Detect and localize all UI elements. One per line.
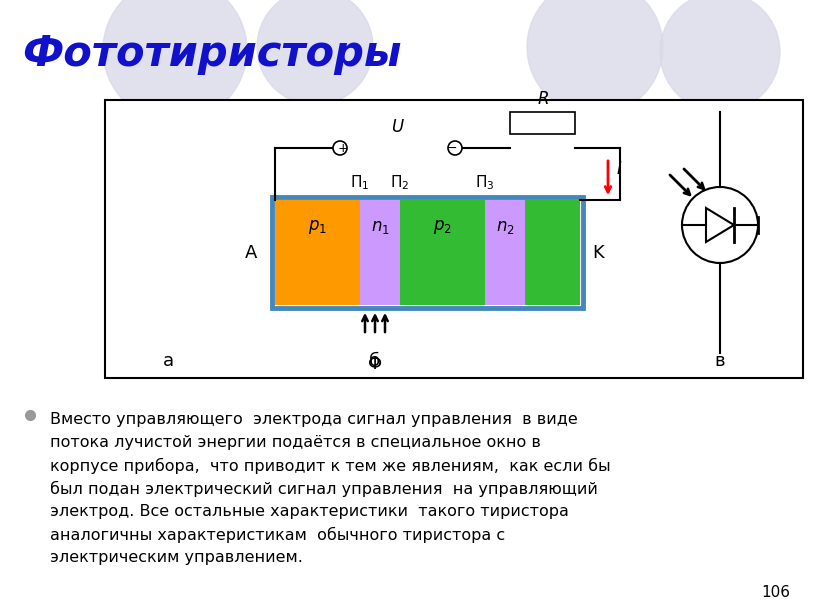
- Text: $n_1$: $n_1$: [370, 218, 389, 236]
- Text: $n_2$: $n_2$: [495, 218, 514, 236]
- Text: электрическим управлением.: электрическим управлением.: [50, 550, 303, 565]
- Text: $R$: $R$: [536, 90, 548, 108]
- Bar: [485, 200, 525, 305]
- Text: Вместо управляющего  электрода сигнал управления  в виде: Вместо управляющего электрода сигнал упр…: [50, 412, 578, 427]
- Text: $\Pi_3$: $\Pi_3$: [475, 173, 494, 192]
- Bar: [525, 200, 580, 305]
- Text: +: +: [338, 142, 348, 154]
- Text: 106: 106: [761, 585, 790, 600]
- Text: корпусе прибора,  что приводит к тем же явлениям,  как если бы: корпусе прибора, что приводит к тем же я…: [50, 458, 610, 474]
- Bar: [105, 100, 803, 378]
- Text: $p_1$: $p_1$: [308, 218, 327, 236]
- Bar: [510, 112, 575, 134]
- Text: $I$: $I$: [616, 160, 623, 178]
- Text: A: A: [245, 243, 257, 262]
- Text: $p_2$: $p_2$: [433, 218, 452, 236]
- Text: −: −: [446, 142, 457, 154]
- Bar: [275, 200, 360, 305]
- Text: а: а: [162, 352, 174, 370]
- Bar: [360, 200, 400, 305]
- Circle shape: [527, 0, 663, 115]
- Circle shape: [448, 141, 462, 155]
- Text: аналогичны характеристикам  обычного тиристора с: аналогичны характеристикам обычного тири…: [50, 527, 505, 543]
- Circle shape: [103, 0, 247, 122]
- Text: $\Phi$: $\Phi$: [367, 355, 383, 373]
- Text: был подан электрический сигнал управления  на управляющий: был подан электрический сигнал управлени…: [50, 481, 598, 497]
- Text: K: K: [592, 243, 604, 262]
- Text: $U$: $U$: [391, 118, 405, 136]
- Text: потока лучистой энергии подаётся в специальное окно в: потока лучистой энергии подаётся в специ…: [50, 435, 541, 450]
- Circle shape: [660, 0, 780, 112]
- Bar: [400, 200, 485, 305]
- Bar: [272, 197, 583, 308]
- Text: $\Pi_2$: $\Pi_2$: [390, 173, 410, 192]
- Text: в: в: [715, 352, 725, 370]
- Text: б: б: [370, 352, 380, 370]
- Circle shape: [333, 141, 347, 155]
- Text: $\Pi_1$: $\Pi_1$: [350, 173, 370, 192]
- Circle shape: [682, 187, 758, 263]
- Circle shape: [257, 0, 373, 105]
- Text: Фототиристоры: Фототиристоры: [22, 33, 401, 75]
- Text: электрод. Все остальные характеристики  такого тиристора: электрод. Все остальные характеристики т…: [50, 504, 569, 519]
